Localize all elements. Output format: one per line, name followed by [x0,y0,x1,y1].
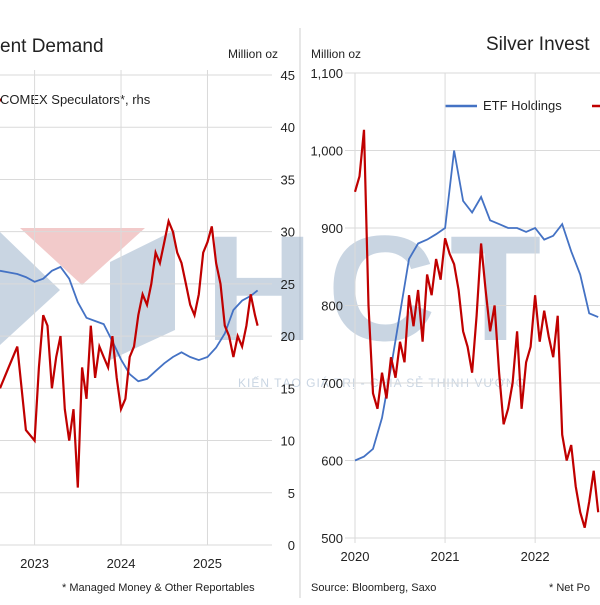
left-chart: ent Demand Million oz COMEX Speculators*… [0,36,295,594]
left-legend-text: COMEX Speculators*, rhs [0,92,151,107]
left-y-tick-label: 35 [281,172,295,187]
left-x-ticks: 2023 2024 2025 [20,556,222,571]
right-net-positioning-line [353,129,600,529]
left-footnote: * Managed Money & Other Reportables [62,582,255,594]
left-y-tick-label: 5 [288,486,295,501]
watermark-red-chevron [20,228,145,285]
right-y-tick-label: 600 [321,454,343,469]
left-right-axis-label: Million oz [228,47,278,61]
left-right-y-ticks: 0 5 10 15 20 25 30 35 40 45 [281,68,295,553]
watermark-blue-chevron-left [0,232,60,345]
left-y-tick-label: 30 [281,225,295,240]
left-y-tick-label: 15 [281,381,295,396]
right-y-tick-label: 900 [321,221,343,236]
right-footnote-source: Source: Bloomberg, Saxo [311,582,436,594]
right-etf-holdings-line [354,150,599,462]
left-comex-speculators-line [0,217,259,488]
left-y-tick-label: 45 [281,68,295,83]
watermark-brand: HCT [205,204,555,372]
left-y-tick-label: 10 [281,434,295,449]
right-y-tick-label: 500 [321,531,343,546]
left-x-tick-label: 2025 [193,556,222,571]
left-x-tick-label: 2024 [107,556,136,571]
right-y-tick-label: 800 [321,299,343,314]
left-y-tick-label: 0 [288,538,295,553]
right-left-y-ticks: 500 600 700 800 900 1,000 1,100 [310,66,343,546]
right-y-tick-label: 1,000 [310,144,343,159]
right-footnote-net: * Net Po [549,582,590,594]
right-y-tick-label: 1,100 [310,66,343,81]
left-x-tick-label: 2023 [20,556,49,571]
right-chart-title: Silver Invest [486,34,590,55]
right-legend-etf-text: ETF Holdings [483,98,562,113]
right-y-tick-label: 700 [321,376,343,391]
right-x-tick-label: 2020 [341,549,370,564]
right-x-tick-label: 2021 [431,549,460,564]
left-chart-title: ent Demand [0,36,104,57]
right-left-axis-label: Million oz [311,47,361,61]
left-etf-holdings-line [0,265,259,383]
right-x-tick-label: 2022 [521,549,550,564]
right-chart: Silver Invest Million oz ETF Holdings 50… [310,34,600,594]
left-y-tick-label: 25 [281,277,295,292]
left-y-tick-label: 20 [281,329,295,344]
left-y-tick-label: 40 [281,120,295,135]
right-x-ticks: 2020 2021 2022 [341,549,550,564]
